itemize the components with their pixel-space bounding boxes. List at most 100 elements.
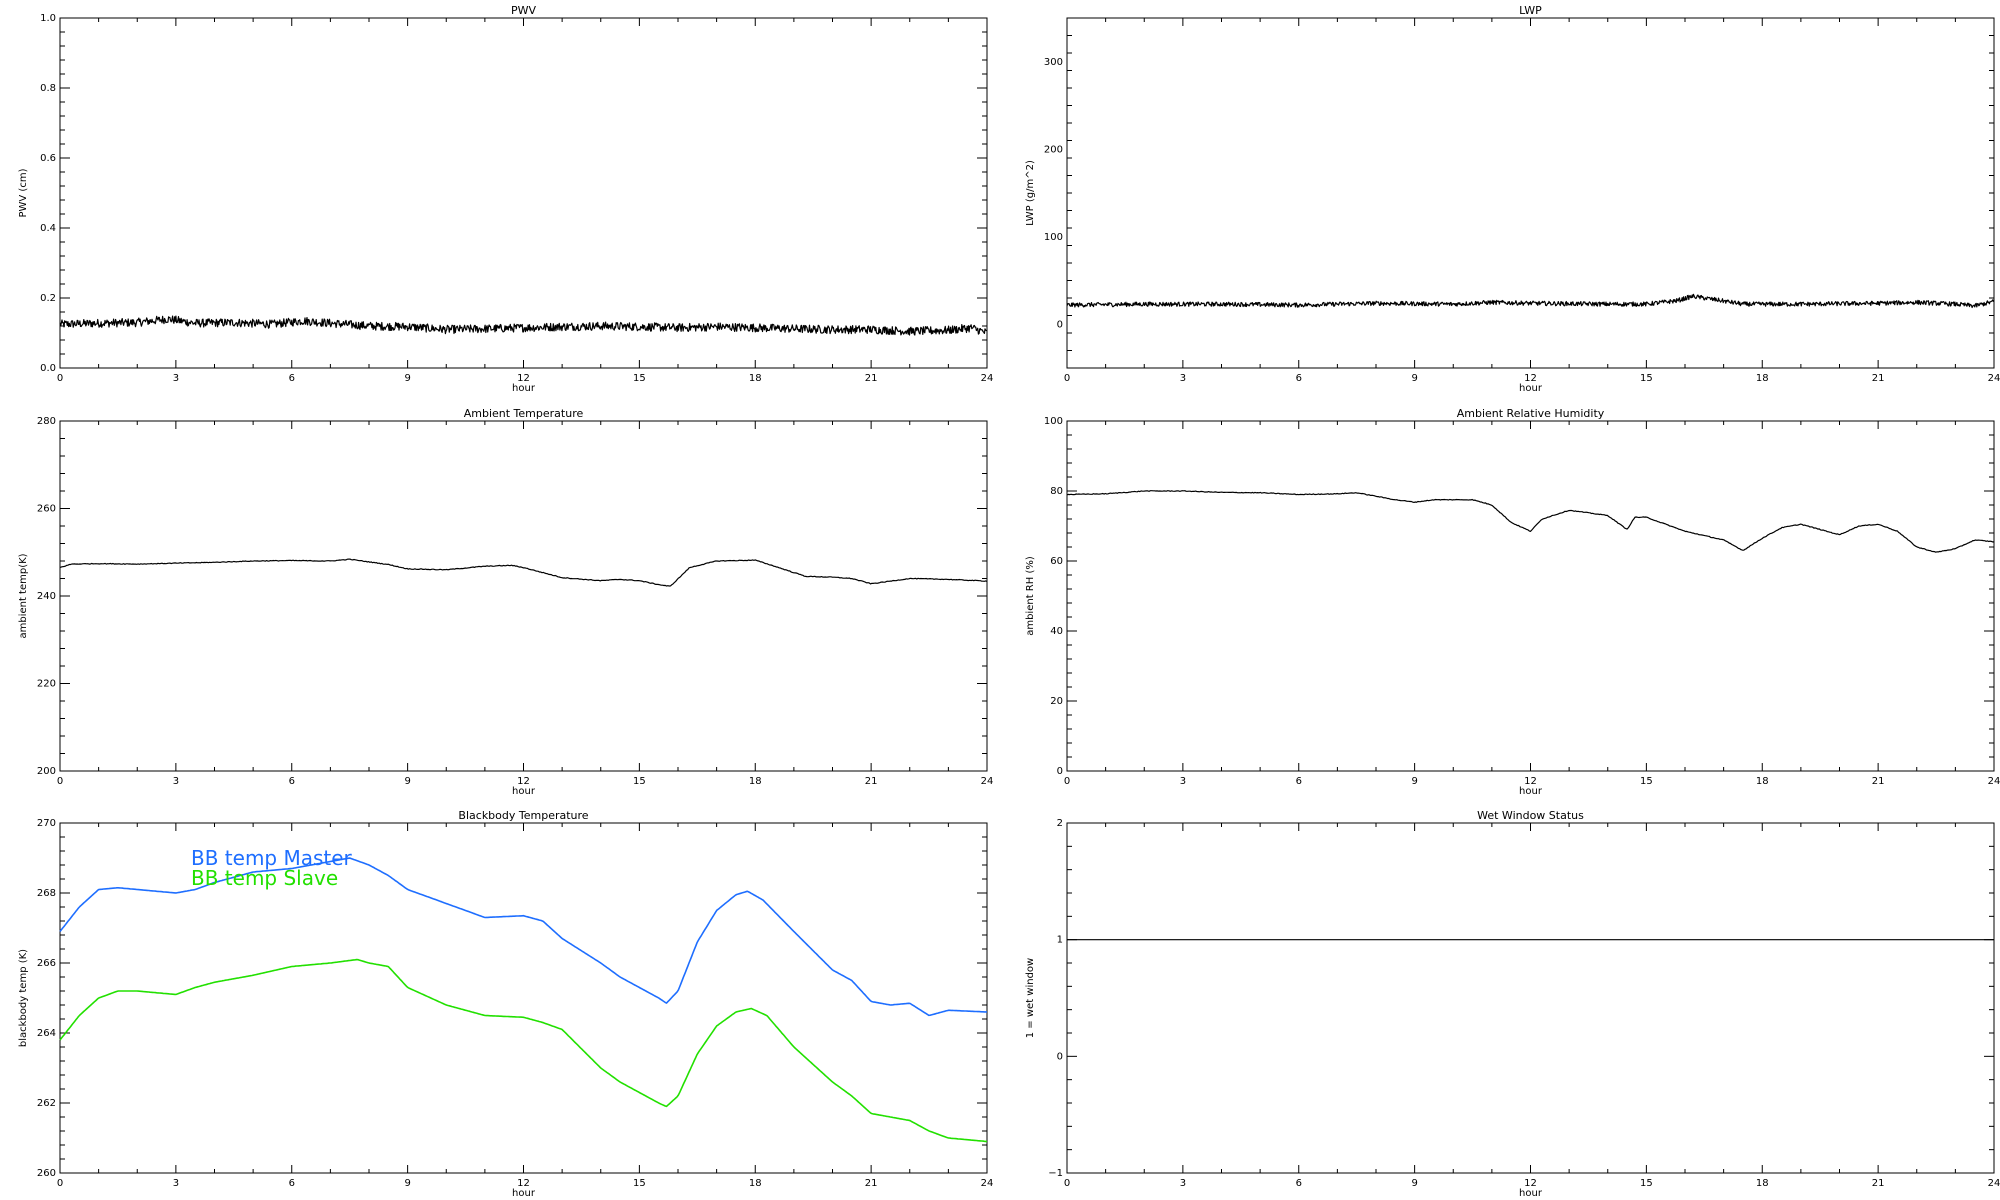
x-tick-label: 0: [1064, 776, 1070, 787]
y-tick-label: 0.2: [40, 293, 56, 304]
x-tick-label: 3: [1180, 1178, 1186, 1189]
x-tick-label: 18: [1756, 776, 1769, 787]
x-tick-label: 18: [1756, 1178, 1769, 1189]
y-axis-label: blackbody temp (K): [18, 949, 29, 1047]
chart-panel-pwv: PWV 0 3 6 9 12 15 18 21 24 0.0 0.2 0.4 0.6 0.8 1.0 hour P…: [18, 4, 993, 394]
legend-entry: BB temp Master: [191, 846, 353, 870]
series-line-bb-temp-master: [59, 857, 988, 1017]
x-axis-label: hour: [512, 786, 536, 797]
y-axis-label: ambient temp(K): [18, 553, 29, 638]
y-tick-label: 0: [1057, 1051, 1063, 1062]
x-tick-label: 9: [404, 373, 410, 384]
y-tick-label: 100: [1044, 232, 1063, 243]
y-tick-label: 266: [37, 958, 56, 969]
x-tick-label: 15: [1640, 776, 1653, 787]
x-tick-label: 21: [1872, 373, 1885, 384]
series-line-bb-temp-slave: [59, 958, 988, 1143]
plot-frame: [59, 420, 988, 772]
y-tick-label: 100: [1044, 416, 1063, 427]
y-tick-label: 0.6: [40, 153, 56, 164]
series-line-0: [1066, 293, 1995, 309]
y-tick-label: 270: [37, 818, 56, 829]
y-tick-label: 280: [37, 416, 56, 427]
x-tick-label: 6: [1296, 373, 1302, 384]
x-tick-label: 15: [633, 373, 646, 384]
y-tick-label: 1: [1057, 935, 1063, 946]
x-tick-label: 6: [289, 1178, 295, 1189]
y-axis-label: PWV (cm): [18, 168, 29, 217]
x-tick-label: 0: [1064, 1178, 1070, 1189]
x-tick-label: 21: [1872, 776, 1885, 787]
x-tick-label: 9: [404, 1178, 410, 1189]
x-tick-label: 12: [517, 1178, 530, 1189]
chart-panel-ambient-temp: Ambient Temperature 0 3 6 9 12 15 18 21 24 200 220 2…: [18, 407, 993, 797]
y-tick-label: 240: [37, 591, 56, 602]
x-tick-label: 3: [1180, 776, 1186, 787]
series-line-0: [59, 558, 988, 587]
y-tick-label: 264: [37, 1028, 56, 1039]
x-tick-label: 24: [1988, 1178, 2000, 1189]
x-tick-label: 9: [404, 776, 410, 787]
x-tick-label: 12: [1524, 1178, 1537, 1189]
x-tick-label: 6: [289, 776, 295, 787]
y-axis-label: 1 = wet window: [1025, 958, 1036, 1038]
y-tick-label: 262: [37, 1098, 56, 1109]
series-line-0: [1066, 490, 1995, 553]
chart-title: Wet Window Status: [1477, 809, 1584, 822]
x-tick-label: 3: [173, 1178, 179, 1189]
chart-title: Blackbody Temperature: [458, 809, 588, 822]
y-tick-label: 0: [1057, 766, 1063, 777]
x-tick-label: 24: [1988, 776, 2000, 787]
x-axis-label: hour: [512, 1188, 536, 1199]
x-tick-label: 24: [1988, 373, 2000, 384]
y-tick-label: 2: [1057, 818, 1063, 829]
y-tick-label: 220: [37, 679, 56, 690]
legend-entry: BB temp Slave: [191, 866, 338, 890]
x-tick-label: 12: [517, 373, 530, 384]
plot-frame: [59, 17, 988, 369]
y-tick-label: 200: [1044, 144, 1063, 155]
y-tick-label: 40: [1050, 626, 1063, 637]
y-tick-label: −1: [1048, 1168, 1063, 1179]
x-tick-label: 15: [633, 776, 646, 787]
chart-title: LWP: [1519, 4, 1542, 17]
x-tick-label: 21: [865, 1178, 878, 1189]
x-tick-label: 24: [981, 776, 994, 787]
y-tick-label: 1.0: [40, 13, 56, 24]
x-tick-label: 3: [173, 373, 179, 384]
x-tick-label: 3: [173, 776, 179, 787]
y-tick-label: 60: [1050, 556, 1063, 567]
x-tick-label: 12: [517, 776, 530, 787]
x-tick-label: 15: [1640, 373, 1653, 384]
x-tick-label: 6: [1296, 1178, 1302, 1189]
y-tick-label: 0.8: [40, 83, 56, 94]
x-tick-label: 21: [865, 776, 878, 787]
x-axis-label: hour: [1519, 1188, 1543, 1199]
x-tick-label: 12: [1524, 373, 1537, 384]
y-tick-label: 0.0: [40, 363, 56, 374]
x-tick-label: 21: [1872, 1178, 1885, 1189]
x-tick-label: 18: [749, 373, 762, 384]
y-tick-label: 20: [1050, 696, 1063, 707]
y-tick-label: 260: [37, 504, 56, 515]
x-tick-label: 6: [289, 373, 295, 384]
x-tick-label: 0: [57, 776, 63, 787]
x-tick-label: 21: [865, 373, 878, 384]
y-axis-label: ambient RH (%): [1025, 556, 1036, 636]
x-axis-label: hour: [512, 383, 536, 394]
chart-title: Ambient Relative Humidity: [1457, 407, 1605, 420]
y-tick-label: 260: [37, 1168, 56, 1179]
y-axis-label: LWP (g/m^2): [1025, 160, 1036, 226]
x-axis-label: hour: [1519, 786, 1543, 797]
x-tick-label: 24: [981, 1178, 994, 1189]
x-tick-label: 0: [57, 373, 63, 384]
x-tick-label: 6: [1296, 776, 1302, 787]
x-tick-label: 9: [1411, 1178, 1417, 1189]
x-tick-label: 24: [981, 373, 994, 384]
x-tick-label: 0: [57, 1178, 63, 1189]
x-tick-label: 18: [749, 776, 762, 787]
y-tick-label: 200: [37, 766, 56, 777]
chart-panel-lwp: LWP 0 3 6 9 12 15 18 21 24 0 100 200 300 hour LWP (g/m^…: [1025, 4, 2000, 394]
